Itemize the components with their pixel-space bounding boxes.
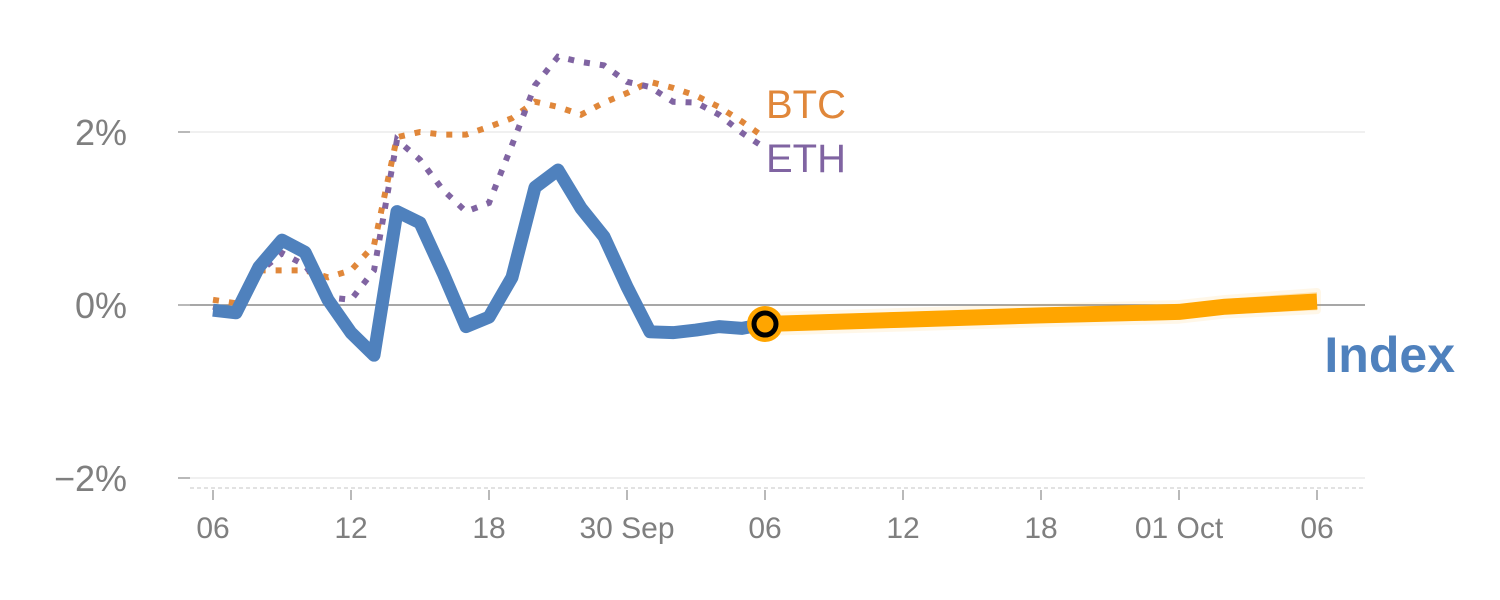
y-tick-label: −2% xyxy=(54,458,127,499)
x-tick-label: 18 xyxy=(1024,512,1057,545)
x-tick-label: 18 xyxy=(472,512,505,545)
x-tick-label: 06 xyxy=(1300,512,1333,545)
x-tick-label: 01 Oct xyxy=(1135,512,1224,545)
label-eth: ETH xyxy=(766,137,846,181)
x-tick-label: 12 xyxy=(334,512,367,545)
y-tick-label: 0% xyxy=(75,285,127,326)
y-tick-label: 2% xyxy=(75,112,127,153)
current-point-ring xyxy=(751,310,779,338)
label-index: Index xyxy=(1324,327,1455,383)
series-btc-line xyxy=(212,78,763,307)
series-eth-line xyxy=(212,53,763,316)
x-tick-label: 06 xyxy=(196,512,229,545)
x-tick-label: 06 xyxy=(748,512,781,545)
x-tick-label: 12 xyxy=(886,512,919,545)
label-btc: BTC xyxy=(766,83,846,127)
x-tick-label: 30 Sep xyxy=(579,512,674,545)
series-index-line xyxy=(212,163,767,362)
forecast-line xyxy=(764,293,1318,333)
